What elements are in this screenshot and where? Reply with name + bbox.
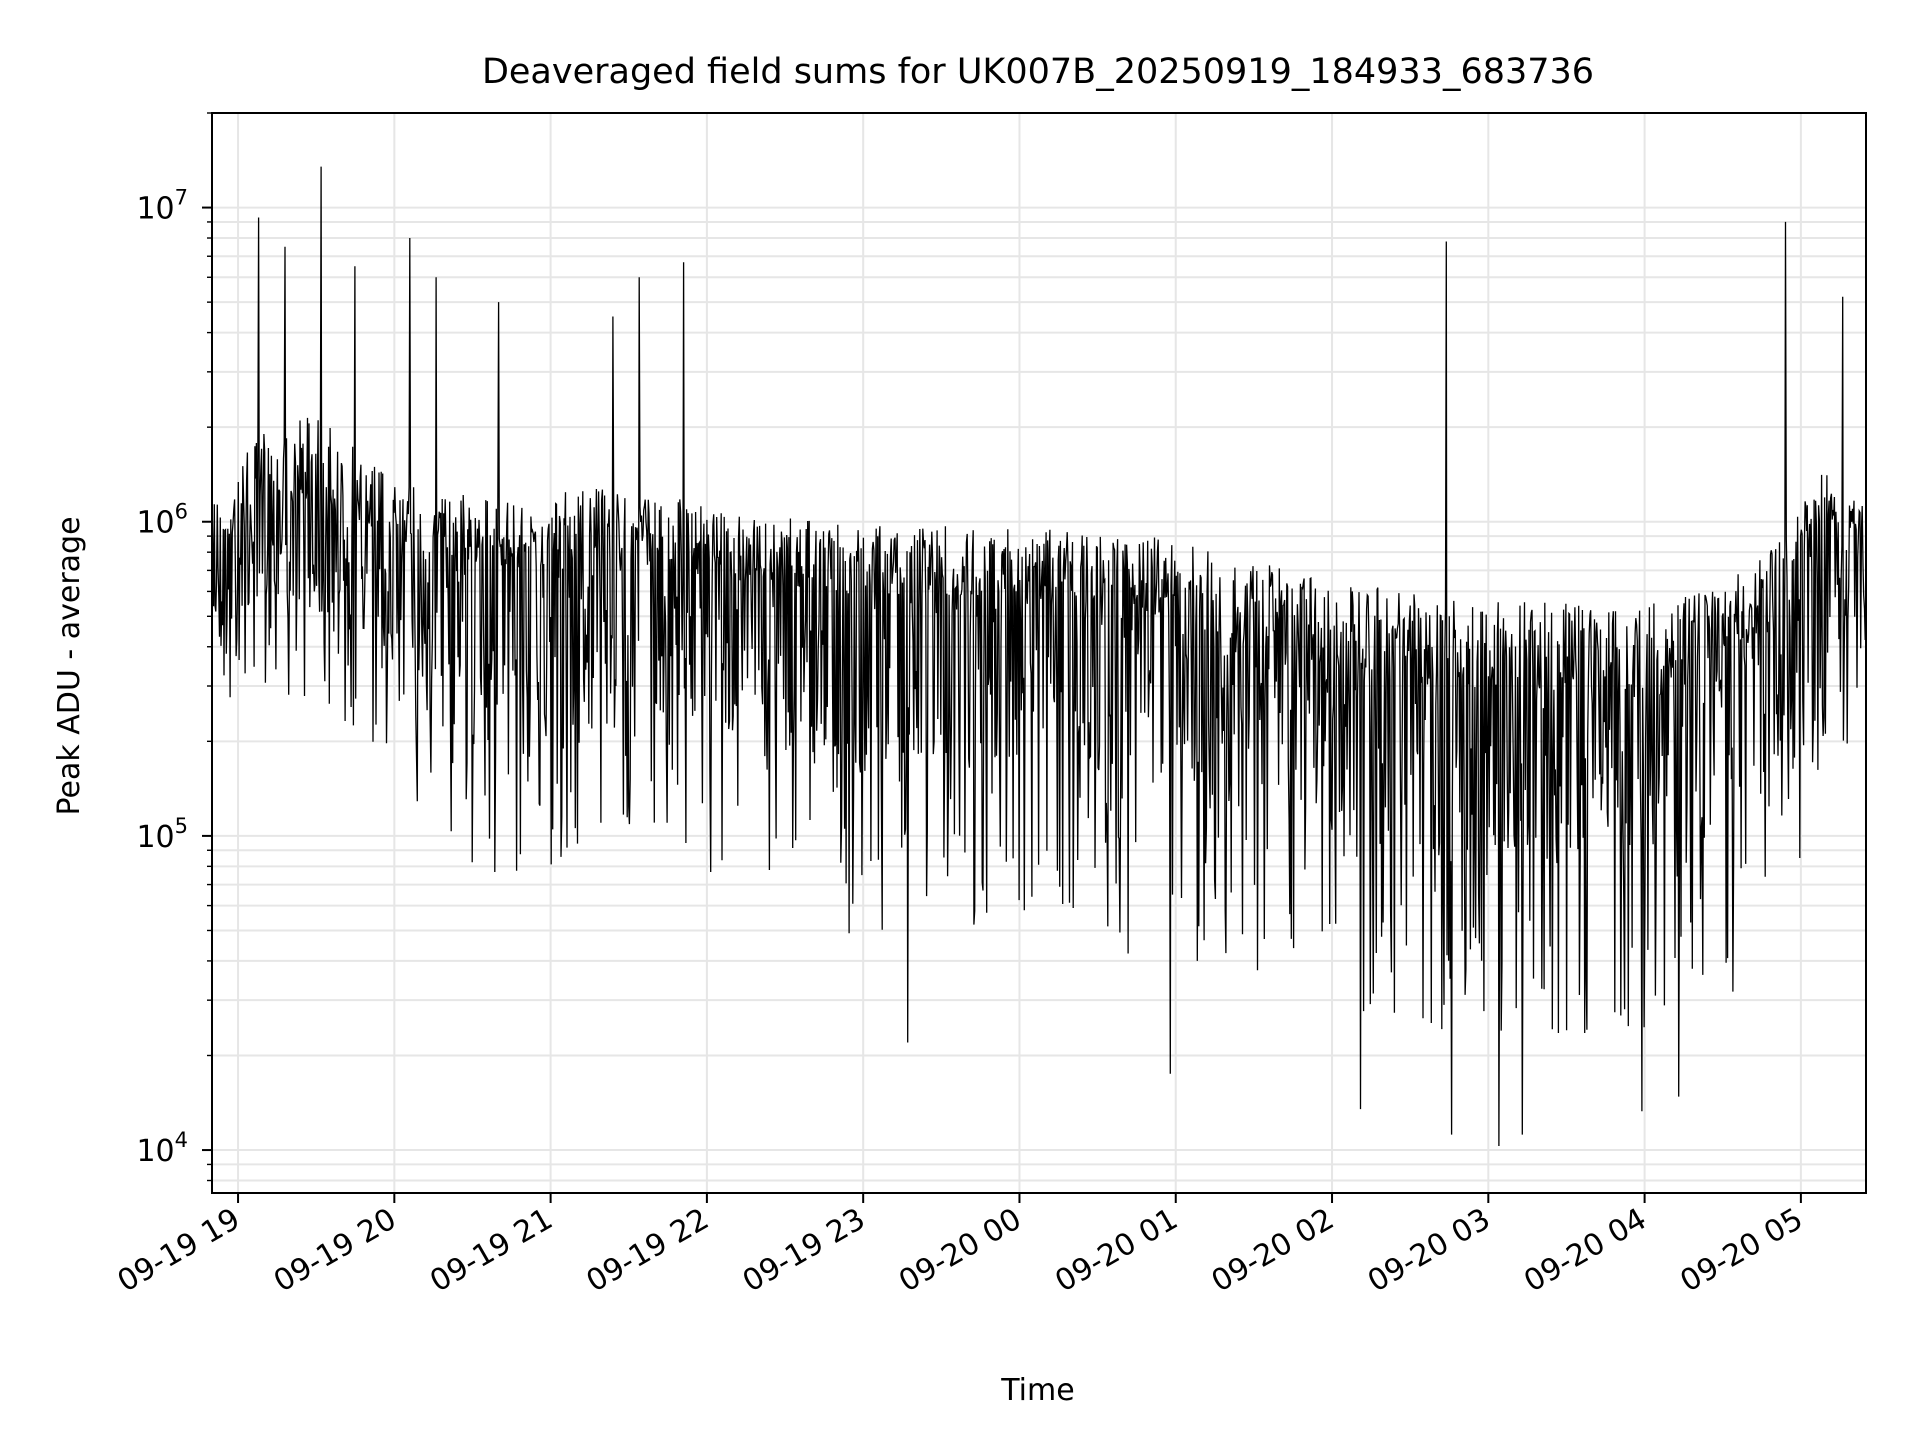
y-tick-label: 105 [136,814,188,855]
y-tick-exponent: 6 [175,500,188,524]
y-tick-base: 10 [136,506,174,541]
y-tick-base: 10 [136,1134,174,1169]
y-axis-label: Peak ADU - average [52,516,87,815]
y-tick-exponent: 4 [175,1128,188,1152]
plot-frame [211,112,1867,1194]
y-tick-label: 107 [136,186,188,227]
y-tick-exponent: 5 [175,814,188,838]
y-tick-exponent: 7 [175,186,188,210]
y-tick-label: 106 [136,500,188,541]
y-tick-base: 10 [136,820,174,855]
x-axis-label: Time [1000,1373,1074,1408]
chart-title: Deaveraged field sums for UK007B_2025091… [482,52,1594,92]
series-line [211,166,1867,1147]
y-tick-label: 104 [136,1128,188,1169]
y-tick-base: 10 [136,192,174,227]
data-series [211,166,1867,1147]
